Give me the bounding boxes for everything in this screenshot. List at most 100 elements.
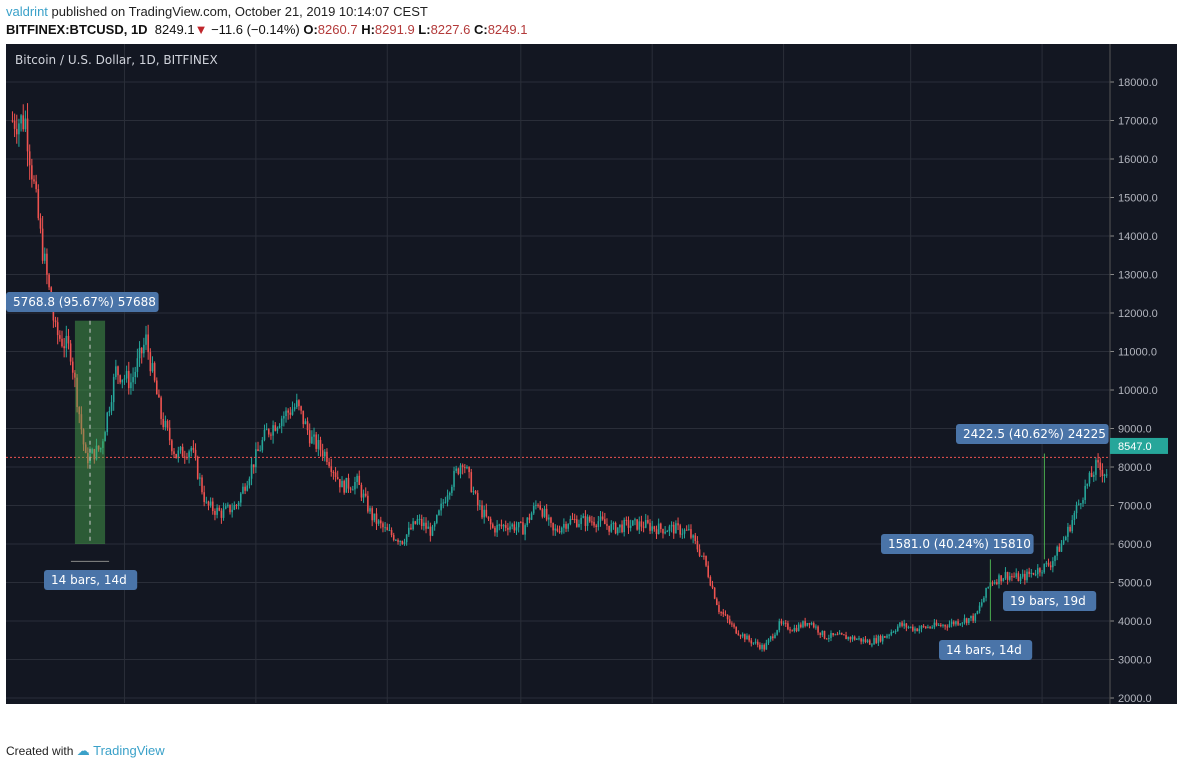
candle-body (787, 623, 789, 630)
candle-body (614, 522, 617, 534)
candle-body (950, 621, 953, 625)
candle-body (487, 516, 490, 519)
candle-body (823, 630, 826, 639)
candle-body (832, 633, 834, 636)
candle-body (520, 522, 522, 524)
chart-title: Bitcoin / U.S. Dollar, 1D, BITFINEX (15, 53, 218, 67)
candle-body (545, 508, 548, 520)
candle-body (420, 518, 423, 527)
candle-body (500, 524, 503, 527)
candle-body (405, 534, 408, 543)
measure-bars-label: 19 bars, 19d (1010, 594, 1086, 608)
candle-body (229, 504, 231, 513)
candle-body (998, 575, 1000, 585)
candle-body (830, 633, 832, 638)
y-tick-label: 8000.0 (1118, 462, 1152, 474)
candle-body (168, 427, 171, 441)
measure-label-clip-group: 2422.5 (40.62%) 24225 (956, 424, 1109, 444)
last-price: 8249.1 (154, 22, 195, 37)
candle-body (748, 635, 750, 641)
candle-body (961, 622, 964, 624)
candle-body (1088, 472, 1091, 484)
y-tick-label: 18000.0 (1118, 77, 1158, 89)
candle-body (250, 464, 253, 479)
candle-body (345, 477, 348, 493)
candle-body (681, 533, 684, 535)
high-label: H: (361, 22, 375, 37)
candle-body (655, 529, 658, 535)
candle-body (147, 334, 149, 353)
candle-body (149, 352, 152, 372)
candle-body (326, 451, 328, 462)
candle-body (356, 475, 358, 483)
candle-body (1049, 565, 1052, 568)
tradingview-logo[interactable]: ☁ TradingView (76, 743, 165, 758)
candle-body (782, 622, 785, 624)
candle-body (507, 527, 509, 530)
candle-body (517, 522, 520, 528)
candle-body (1052, 561, 1054, 568)
candle-body (110, 402, 113, 412)
y-tick-label: 5000.0 (1118, 578, 1152, 590)
candle-body (11, 120, 14, 122)
candle-body (308, 430, 311, 444)
candle-body (892, 631, 895, 633)
candle-body (847, 636, 850, 640)
candle-body (991, 582, 994, 584)
candle-body (884, 636, 886, 638)
candle-body (364, 493, 367, 496)
brand-text: TradingView (93, 743, 165, 758)
footer: Created with ☁ TradingView (6, 743, 165, 759)
candle-body (677, 523, 679, 526)
candle-body (343, 480, 345, 493)
price-tag (1110, 437, 1168, 454)
candle-body (810, 623, 813, 625)
price-change: −11.6 (−0.14%) (211, 22, 300, 37)
candle-body (459, 465, 462, 474)
candle-body (970, 615, 972, 619)
candle-body (351, 489, 354, 491)
candle-body (1062, 540, 1065, 544)
candle-body (772, 636, 774, 639)
candle-body (632, 520, 634, 526)
candle-body (132, 377, 134, 383)
candle-body (944, 624, 946, 627)
candle-body (791, 630, 794, 632)
candle-body (985, 587, 987, 598)
y-tick-label: 2000.0 (1118, 693, 1152, 704)
candle-body (177, 450, 180, 459)
candle-body (136, 358, 139, 372)
candle-body (151, 363, 154, 372)
candle-body (920, 625, 923, 629)
candle-body (347, 477, 350, 489)
candle-body (709, 576, 712, 586)
candle-body (690, 529, 692, 538)
candle-body (99, 447, 102, 450)
candle-body (1008, 576, 1011, 580)
candle-body (679, 525, 682, 535)
candle-body (856, 638, 858, 640)
candle-body (321, 450, 324, 457)
price-chart[interactable]: 18000.0 17000.0 16000.0 15000.0 14000.0 13000… (6, 44, 1177, 704)
candle-body (881, 636, 884, 642)
candle-body (401, 540, 404, 544)
candle-body (963, 618, 966, 623)
candle-body (455, 468, 457, 471)
candle-body (666, 531, 669, 533)
candle-body (1101, 469, 1104, 477)
candle-body (668, 526, 671, 532)
y-tick-label: 13000.0 (1118, 270, 1158, 282)
author-link[interactable]: valdrint (6, 4, 48, 19)
candle-body (403, 542, 406, 544)
candle-body (239, 493, 242, 503)
candle-body (74, 372, 76, 378)
y-tick-label: 15000.0 (1118, 193, 1158, 205)
candle-body (698, 549, 701, 556)
candle-body (1024, 573, 1026, 581)
candle-body (323, 451, 326, 457)
candle-body (716, 598, 718, 605)
candle-body (440, 503, 442, 511)
candle-body (946, 626, 949, 628)
measure-bars-label-box (939, 640, 1033, 660)
candle-body (752, 642, 755, 644)
